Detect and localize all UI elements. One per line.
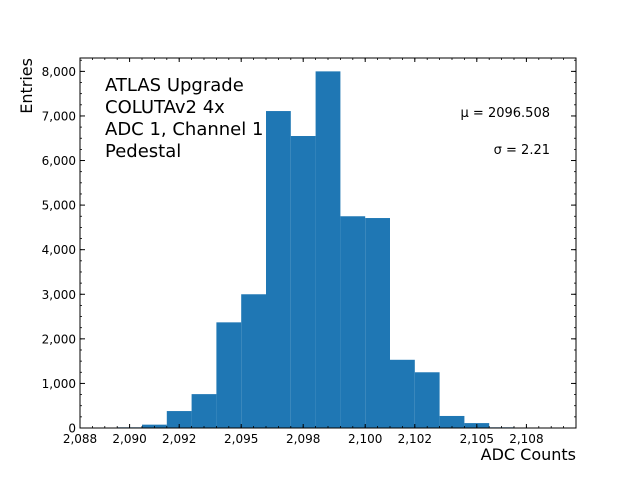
x-tick-label: 2,102 [398, 432, 432, 446]
y-tick-label: 3,000 [42, 288, 76, 302]
y-tick-label: 4,000 [42, 243, 76, 257]
y-tick-label: 5,000 [42, 199, 76, 213]
x-tick-label: 2,108 [509, 432, 543, 446]
histogram-bar-3 [191, 394, 217, 428]
y-tick-label: 8,000 [42, 65, 76, 79]
histogram-bar-9 [340, 216, 366, 428]
histogram-bar-10 [365, 218, 390, 428]
sigma-label: σ = 2.21 [494, 143, 550, 158]
histogram-bars [117, 71, 514, 429]
histogram-bar-8 [315, 71, 341, 428]
y-tick-label: 2,000 [42, 332, 76, 346]
histogram-bar-7 [290, 136, 316, 428]
x-tick-label: 2,090 [112, 432, 146, 446]
annotation-line-3: ADC 1, Channel 1 [105, 119, 263, 140]
y-tick-label: 0 [68, 422, 76, 436]
mean-label: μ = 2096.508 [461, 106, 550, 121]
x-tick-label: 2,088 [63, 432, 97, 446]
x-tick-label: 2,105 [460, 432, 494, 446]
y-tick-label: 7,000 [42, 109, 76, 123]
plot-frame [79, 57, 577, 429]
histogram-bar-4 [216, 322, 242, 428]
x-tick-label: 2,100 [348, 432, 382, 446]
x-tick-label: 2,095 [224, 432, 258, 446]
histogram-bar-12 [414, 372, 440, 428]
y-tick-label: 1,000 [42, 377, 76, 391]
annotation-line-4: Pedestal [105, 141, 181, 162]
x-tick-label: 2,098 [286, 432, 320, 446]
histogram-bar-6 [266, 111, 291, 429]
annotation-line-1: ATLAS Upgrade [105, 75, 244, 96]
x-axis-label: ADC Counts [481, 445, 576, 464]
x-tick-label: 2,092 [162, 432, 196, 446]
histogram-bar-11 [390, 359, 415, 428]
x-axis-ticks: 2,088 2,090 2,092 2,095 2,098 2,100 2,102 2,105… [63, 58, 577, 446]
annotation-line-2: COLUTAv2 4x [105, 97, 225, 118]
histogram-bar-5 [241, 294, 266, 428]
y-tick-label: 6,000 [42, 154, 76, 168]
y-axis-label: Entries [17, 58, 36, 114]
histogram-bar-13 [439, 415, 465, 428]
histogram-bar-2 [166, 411, 192, 428]
